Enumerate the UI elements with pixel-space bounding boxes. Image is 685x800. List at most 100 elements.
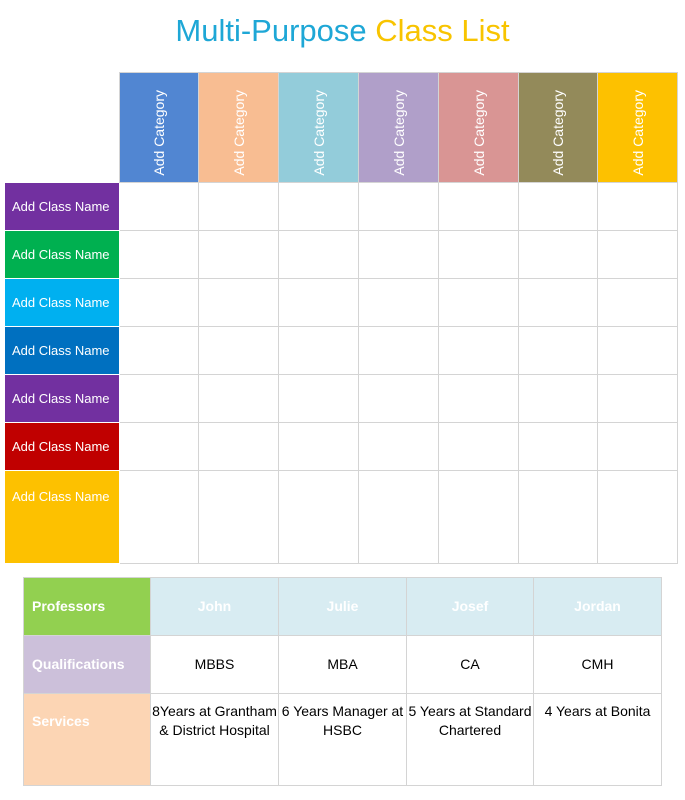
grid-cell[interactable]: [358, 470, 439, 564]
category-label: Add Category: [470, 90, 487, 176]
category-header-1[interactable]: Add Category: [119, 72, 199, 183]
grid-cell[interactable]: [438, 278, 519, 327]
category-header-6[interactable]: Add Category: [518, 72, 598, 183]
grid-cell[interactable]: [438, 422, 519, 471]
grid-cell[interactable]: [198, 374, 279, 423]
class-name-6[interactable]: Add Class Name: [4, 422, 120, 471]
professors-label: Professors: [23, 577, 151, 636]
grid-cell[interactable]: [597, 278, 678, 327]
class-grid: Add Category Add Category Add Category A…: [4, 72, 678, 564]
grid-cell[interactable]: [597, 182, 678, 231]
category-header-3[interactable]: Add Category: [278, 72, 359, 183]
category-label: Add Category: [230, 90, 247, 176]
category-label: Add Category: [151, 90, 167, 176]
class-name-4[interactable]: Add Class Name: [4, 326, 120, 375]
grid-cell[interactable]: [198, 326, 279, 375]
qualification-cell[interactable]: MBA: [278, 635, 407, 694]
grid-cell[interactable]: [518, 470, 598, 564]
category-label: Add Category: [550, 90, 566, 176]
professors-table: Professors John Julie Josef Jordan Quali…: [23, 577, 662, 786]
service-cell[interactable]: 8Years at Grantham & District Hospital: [150, 693, 279, 786]
class-name-3[interactable]: Add Class Name: [4, 278, 120, 327]
grid-cell[interactable]: [278, 470, 359, 564]
class-name-1[interactable]: Add Class Name: [4, 182, 120, 231]
grid-cell[interactable]: [119, 374, 199, 423]
grid-corner: [4, 72, 120, 183]
grid-cell[interactable]: [597, 230, 678, 279]
title-part-1: Multi-Purpose: [175, 13, 376, 48]
class-row: Add Class Name: [4, 470, 678, 564]
qualification-cell[interactable]: MBBS: [150, 635, 279, 694]
grid-cell[interactable]: [597, 374, 678, 423]
category-header-4[interactable]: Add Category: [358, 72, 439, 183]
grid-cell[interactable]: [518, 374, 598, 423]
professors-row: Professors John Julie Josef Jordan: [23, 577, 662, 636]
grid-cell[interactable]: [119, 230, 199, 279]
grid-cell[interactable]: [119, 278, 199, 327]
class-row: Add Class Name: [4, 374, 678, 423]
grid-cell[interactable]: [119, 182, 199, 231]
grid-cell[interactable]: [597, 422, 678, 471]
grid-cell[interactable]: [358, 182, 439, 231]
class-name-5[interactable]: Add Class Name: [4, 374, 120, 423]
professor-name[interactable]: John: [150, 577, 279, 636]
grid-cell[interactable]: [438, 470, 519, 564]
category-header-5[interactable]: Add Category: [438, 72, 519, 183]
grid-cell[interactable]: [438, 326, 519, 375]
class-name-2[interactable]: Add Class Name: [4, 230, 120, 279]
grid-cell[interactable]: [597, 326, 678, 375]
qualification-cell[interactable]: CMH: [533, 635, 662, 694]
grid-cell[interactable]: [358, 326, 439, 375]
grid-cell[interactable]: [438, 230, 519, 279]
grid-cell[interactable]: [198, 470, 279, 564]
class-row: Add Class Name: [4, 422, 678, 471]
grid-cell[interactable]: [518, 230, 598, 279]
grid-cell[interactable]: [358, 422, 439, 471]
category-label: Add Category: [629, 90, 646, 176]
professor-name[interactable]: Jordan: [533, 577, 662, 636]
grid-cell[interactable]: [119, 326, 199, 375]
class-row: Add Class Name: [4, 230, 678, 279]
grid-cell[interactable]: [518, 422, 598, 471]
category-header-7[interactable]: Add Category: [597, 72, 678, 183]
grid-cell[interactable]: [198, 278, 279, 327]
category-label: Add Category: [390, 90, 407, 176]
grid-cell[interactable]: [198, 230, 279, 279]
qualification-cell[interactable]: CA: [406, 635, 534, 694]
grid-cell[interactable]: [278, 422, 359, 471]
class-name-7[interactable]: Add Class Name: [4, 470, 120, 564]
grid-cell[interactable]: [358, 278, 439, 327]
service-cell[interactable]: 4 Years at Bonita: [533, 693, 662, 786]
page-title: Multi-Purpose Class List: [0, 10, 685, 52]
grid-cell[interactable]: [198, 422, 279, 471]
professor-name[interactable]: Julie: [278, 577, 407, 636]
grid-cell[interactable]: [518, 278, 598, 327]
grid-cell[interactable]: [278, 182, 359, 231]
grid-cell[interactable]: [438, 374, 519, 423]
grid-cell[interactable]: [278, 326, 359, 375]
grid-cell[interactable]: [198, 182, 279, 231]
services-row: Services 8Years at Grantham & District H…: [23, 693, 662, 786]
grid-cell[interactable]: [358, 374, 439, 423]
service-cell[interactable]: 6 Years Manager at HSBC: [278, 693, 407, 786]
class-row: Add Class Name: [4, 326, 678, 375]
services-label: Services: [23, 693, 151, 786]
qualifications-label: Qualifications: [23, 635, 151, 694]
grid-cell[interactable]: [278, 230, 359, 279]
professor-name[interactable]: Josef: [406, 577, 534, 636]
grid-cell[interactable]: [438, 182, 519, 231]
category-label: Add Category: [310, 90, 327, 176]
category-header-2[interactable]: Add Category: [198, 72, 279, 183]
grid-cell[interactable]: [278, 374, 359, 423]
grid-cell[interactable]: [119, 422, 199, 471]
grid-cell[interactable]: [358, 230, 439, 279]
qualifications-row: Qualifications MBBS MBA CA CMH: [23, 635, 662, 694]
service-cell[interactable]: 5 Years at Standard Chartered: [406, 693, 534, 786]
grid-cell[interactable]: [518, 326, 598, 375]
grid-cell[interactable]: [119, 470, 199, 564]
title-part-2: Class List: [375, 13, 510, 48]
grid-cell[interactable]: [597, 470, 678, 564]
grid-cell[interactable]: [518, 182, 598, 231]
class-row: Add Class Name: [4, 182, 678, 231]
grid-cell[interactable]: [278, 278, 359, 327]
